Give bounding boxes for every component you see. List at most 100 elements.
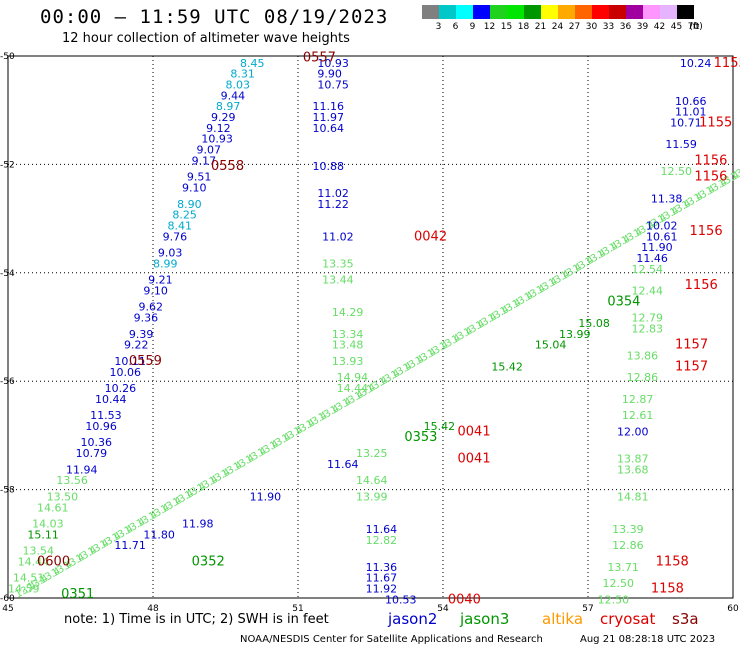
wave-height-label: 13.50 [47, 490, 79, 503]
footnote: note: 1) Time is in UTC; 2) SWH is in fe… [64, 612, 329, 627]
pass-time-label: 1157 [675, 338, 708, 353]
wave-height-label: 12.50 [661, 165, 693, 178]
legend-jason3: jason3 [460, 610, 510, 628]
x-tick-label: 51 [292, 604, 303, 614]
pass-time-label: 1158 [651, 582, 684, 597]
colorbar-swatch [422, 5, 439, 19]
legend-altika: altika [542, 610, 584, 628]
pass-time-label: 1157 [675, 359, 708, 374]
colorbar-swatch [507, 5, 524, 19]
wave-height-label: 9.62 [139, 301, 164, 314]
y-tick-label: -58 [0, 486, 15, 496]
wave-height-label: 12.82 [366, 534, 398, 547]
wave-height-label: 9.51 [187, 171, 212, 184]
wave-height-label: 12.44 [632, 284, 664, 297]
wave-height-label: 14.59 [8, 583, 40, 596]
wave-height-label: 11.53 [90, 409, 122, 422]
wave-height-label: 15.11 [27, 528, 59, 541]
wave-height-label: 11.71 [114, 539, 146, 552]
wave-height-label: 10.06 [110, 366, 142, 379]
pass-time-label: 0040 [448, 592, 481, 607]
pass-time-label: 0559 [129, 354, 162, 369]
wave-height-label: 10.36 [81, 436, 113, 449]
wave-height-label: 13.35 [322, 257, 354, 270]
pass-time-label: 0353 [404, 430, 437, 445]
colorbar-swatch [473, 5, 490, 19]
wave-height-label: 14.64 [356, 474, 388, 487]
wave-height-label: 14.03 [32, 518, 64, 531]
wave-height-label: 8.41 [168, 219, 193, 232]
wave-height-label: 9.10 [143, 284, 168, 297]
wave-height-label: 10.96 [85, 420, 117, 433]
wave-height-label: 14.51 [13, 572, 45, 585]
pass-time-label: 1158 [656, 554, 689, 569]
wave-height-label: 11.22 [317, 198, 349, 211]
wave-height-label: 11.36 [366, 561, 398, 574]
pass-time-label: 1155 [699, 115, 732, 130]
wave-height-label: 9.90 [317, 68, 342, 81]
wave-height-label: 13.99 [356, 490, 388, 503]
wave-height-label: 13.25 [356, 447, 388, 460]
colorbar-label: 15 [500, 22, 513, 32]
wave-height-label: 8.25 [172, 209, 197, 222]
x-tick-label: 57 [582, 604, 593, 614]
colorbar-swatch [524, 5, 541, 19]
wave-height-label: 8.45 [240, 57, 265, 70]
wave-height-label: 12.50 [603, 577, 635, 590]
y-tick-label: -52 [0, 160, 15, 170]
colorbar-label: 24 [551, 22, 564, 32]
wave-height-label: 11.02 [322, 230, 354, 243]
wave-height-label: 9.10 [182, 182, 207, 195]
wave-height-label: 10.66 [675, 95, 707, 108]
wave-height-label: 13.44 [322, 274, 354, 287]
wave-height-label: 15.42 [424, 420, 456, 433]
wave-height-label: 9.76 [163, 230, 188, 243]
wave-height-label: 8.99 [153, 257, 178, 270]
x-tick-label: 45 [2, 604, 13, 614]
wave-height-label: 11.97 [313, 111, 345, 124]
wave-height-label: 14.44 [18, 555, 49, 568]
wave-height-label: 10.64 [313, 122, 345, 135]
chart-subtitle: 12 hour collection of altimeter wave hei… [62, 31, 350, 46]
wave-height-label: 10.71 [670, 116, 702, 129]
pass-time-label: 1155 [714, 56, 740, 71]
pass-time-label: 0558 [211, 159, 244, 174]
wave-height-label: 13.71 [607, 561, 639, 574]
colorbar-label: 9 [469, 22, 476, 32]
wave-height-label: 13.86 [627, 350, 659, 363]
colorbar-label: 12 [483, 22, 496, 32]
wave-height-label: 11.80 [143, 528, 175, 541]
colorbar-swatch [541, 5, 558, 19]
pass-time-label: 0041 [458, 424, 491, 439]
wave-height-label: 10.24 [680, 57, 712, 70]
wave-height-label: 13.39 [612, 523, 644, 536]
wave-height-label: 11.92 [366, 583, 398, 596]
wave-height-label: 10.79 [76, 447, 108, 460]
colorbar-swatch [626, 5, 643, 19]
track-value: 13.4 [729, 163, 740, 184]
wave-height-label: 13.48 [332, 339, 364, 352]
wave-height-label: 13.56 [56, 474, 87, 487]
wave-height-label: 13.54 [23, 545, 55, 558]
wave-height-label: 10.11 [114, 355, 146, 368]
pass-time-label: 0354 [607, 294, 640, 309]
wave-height-label: 10.75 [317, 79, 349, 92]
wave-height-label: 14.81 [617, 490, 649, 503]
wave-height-label: 15.04 [535, 339, 567, 352]
y-tick-label: -50 [0, 52, 15, 62]
wave-height-label: 11.46 [636, 252, 668, 265]
wave-height-label: 12.00 [617, 425, 649, 438]
wave-height-label: 9.21 [148, 274, 173, 287]
wave-height-label: 9.29 [211, 111, 236, 124]
wave-height-label: 14.29 [332, 306, 364, 319]
wave-height-label: 10.53 [385, 593, 417, 606]
legend-s3a: s3a [672, 610, 699, 628]
wave-height-label: 11.67 [366, 572, 398, 585]
wave-height-label: 13.68 [617, 463, 649, 476]
wave-height-label: 12.86 [612, 539, 644, 552]
wave-height-label: 11.90 [641, 241, 673, 254]
wave-height-label: 10.44 [95, 393, 127, 406]
wave-height-label: 14.61 [37, 501, 69, 514]
wave-height-label: 13.99 [559, 328, 591, 341]
